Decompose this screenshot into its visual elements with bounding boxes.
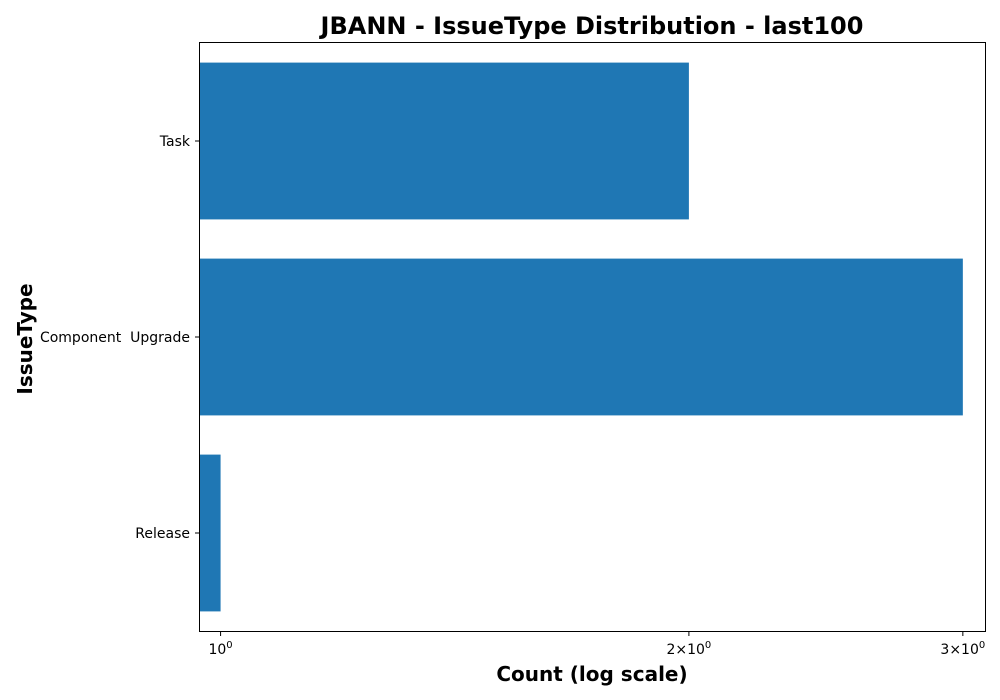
x-tick-label: 3×100 — [940, 640, 985, 658]
x-axis-ticks: 100 2×100 3×100 — [208, 631, 985, 658]
chart-title: JBANN - IssueType Distribution - last100 — [319, 12, 864, 40]
x-tick-label: 100 — [208, 640, 232, 658]
y-tick-label: Task — [159, 134, 191, 150]
bars-group — [200, 62, 963, 612]
x-axis-label: Count (log scale) — [496, 662, 687, 686]
x-tick-label: 2×100 — [666, 640, 711, 658]
y-axis-label: IssueType — [13, 283, 37, 394]
bar-component-upgrade — [200, 258, 963, 416]
y-tick-label: Component Upgrade — [40, 330, 190, 346]
y-tick-label: Release — [135, 526, 190, 542]
y-axis-ticks: Task Component Upgrade Release — [40, 134, 200, 542]
bar-task — [200, 62, 689, 220]
bar-release — [200, 454, 221, 612]
